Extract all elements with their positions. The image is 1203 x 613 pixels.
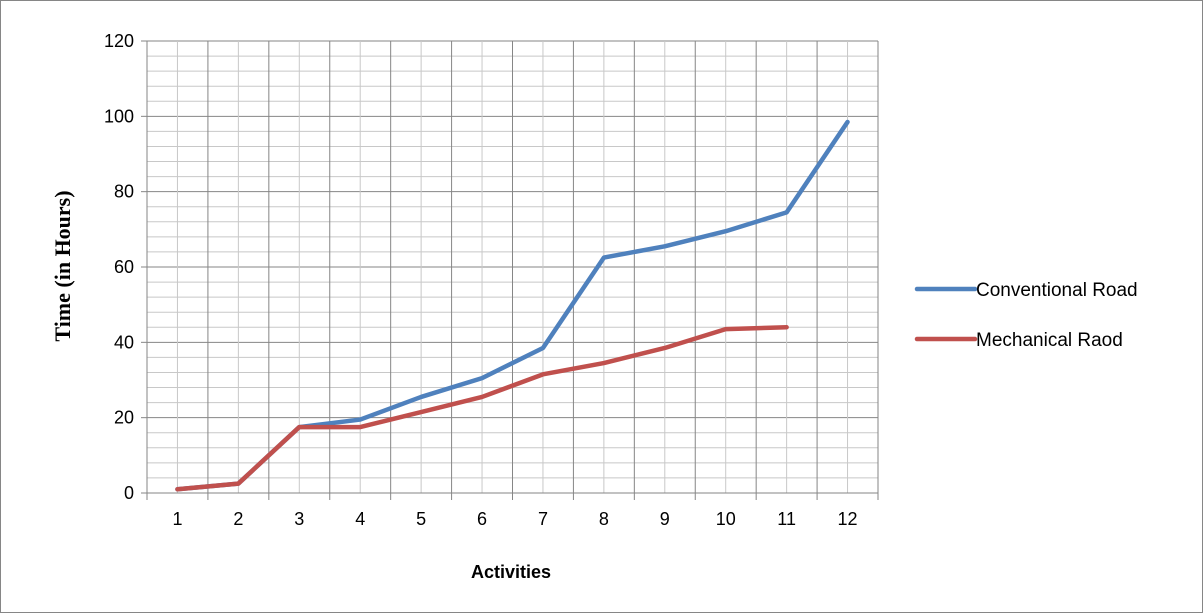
x-tick-label: 6	[477, 509, 487, 529]
y-tick-label: 120	[104, 31, 134, 51]
y-tick-label: 100	[104, 106, 134, 126]
y-tick-label: 40	[114, 332, 134, 352]
x-axis-label: Activities	[471, 562, 551, 582]
x-tick-label: 2	[233, 509, 243, 529]
legend-label-mechanical-raod: Mechanical Raod	[976, 330, 1123, 351]
y-axis-label: Time (in Hours)	[50, 190, 75, 341]
x-tick-label: 3	[294, 509, 304, 529]
y-tick-label: 60	[114, 257, 134, 277]
x-tick-label: 8	[599, 509, 609, 529]
series-line-mechanical-raod	[175, 325, 789, 492]
x-tick-label: 4	[355, 509, 365, 529]
axes	[141, 40, 879, 500]
x-tick-label: 10	[716, 509, 736, 529]
x-tick-labels: 1 2 3 4 5 6 7 8 9 10 11 12	[172, 509, 857, 529]
x-tick-label: 5	[416, 509, 426, 529]
y-tick-label: 20	[114, 408, 134, 428]
y-tick-labels: 0 20 40 60 80 100 120	[104, 31, 134, 503]
x-tick-label: 7	[538, 509, 548, 529]
legend: Conventional Road Mechanical Raod	[914, 280, 1138, 351]
y-tick-label: 80	[114, 182, 134, 202]
series-lines	[175, 119, 850, 492]
y-tick-label: 0	[124, 483, 134, 503]
legend-label-conventional-road: Conventional Road	[976, 280, 1138, 301]
x-tick-label: 9	[660, 509, 670, 529]
x-tick-label: 12	[838, 509, 858, 529]
x-tick-label: 1	[172, 509, 182, 529]
x-tick-label: 11	[777, 509, 796, 529]
